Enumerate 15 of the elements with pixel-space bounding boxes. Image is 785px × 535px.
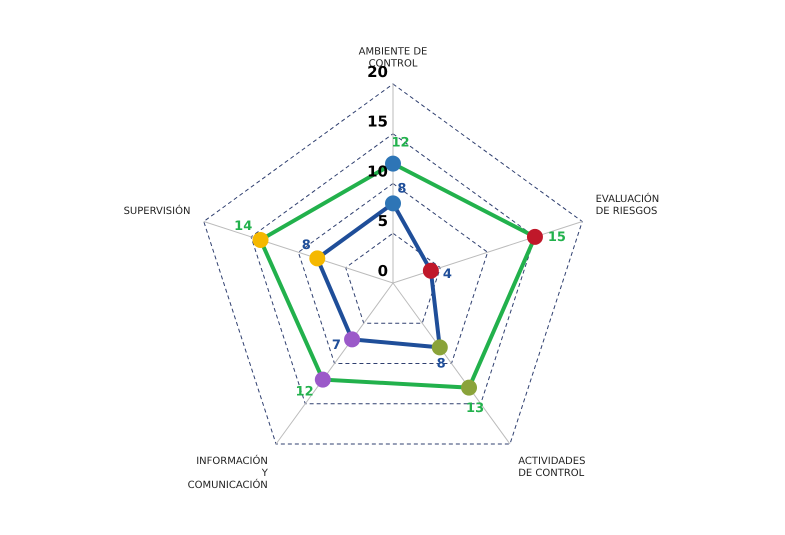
data-label: 7	[332, 338, 341, 354]
spoke-label: INFORMACIÓN Y COMUNICACIÓN	[188, 454, 269, 491]
spoke-label: SUPERVISIÓN	[124, 204, 190, 217]
data-label: 4	[442, 267, 452, 282]
data-label: 8	[302, 238, 311, 253]
spoke-label: EVALUACIÓN DE RIESGOS	[596, 192, 660, 217]
data-label: 12	[296, 384, 314, 400]
y-tick-label: 5	[378, 212, 388, 230]
y-tick-label: 0	[378, 262, 388, 280]
data-label: 13	[466, 401, 484, 416]
data-label: 12	[391, 135, 410, 150]
data-label: 15	[548, 230, 566, 246]
y-tick-label: 15	[367, 112, 388, 131]
spoke-label: ACTIVIDADES DE CONTROL	[518, 456, 586, 479]
data-label: 14	[234, 218, 252, 234]
